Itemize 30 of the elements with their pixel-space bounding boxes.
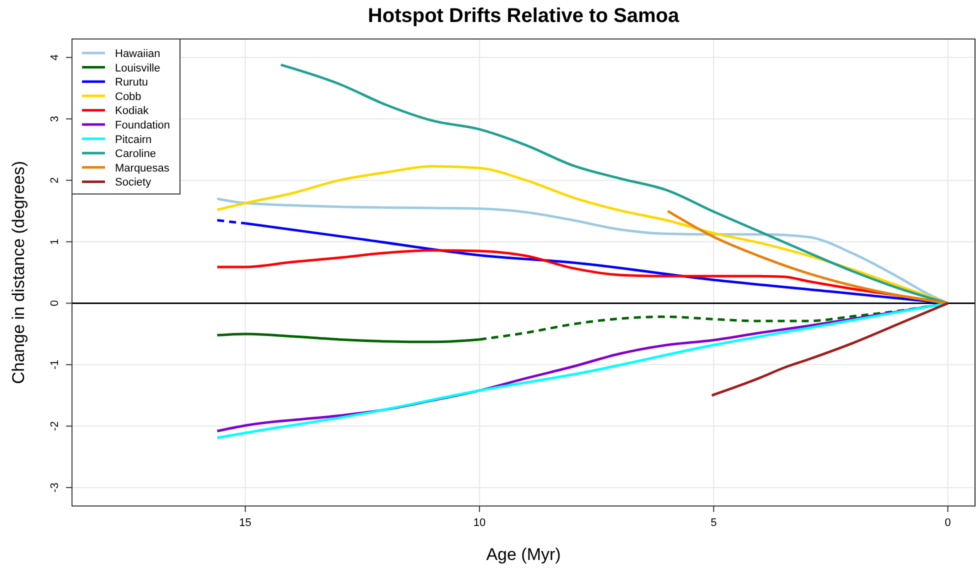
legend-label: Louisville [115, 62, 160, 74]
y-tick-label: -1 [49, 360, 61, 370]
line-series [216, 198, 950, 304]
line-series [280, 64, 950, 304]
line-series [216, 164, 950, 304]
chart-title: Hotspot Drifts Relative to Samoa [368, 5, 680, 27]
line-series [710, 302, 950, 397]
x-axis-title: Age (Myr) [486, 545, 561, 564]
x-tick-label: 0 [944, 517, 951, 529]
y-tick-label: 1 [49, 238, 61, 245]
y-tick-label: 4 [49, 54, 61, 60]
legend-label: Society [115, 176, 152, 189]
x-tick-label: 10 [473, 517, 486, 529]
legend-label: Pitcairn [115, 134, 152, 146]
legend-label: Kodiak [115, 105, 150, 118]
x-tick-label: 5 [710, 517, 717, 529]
y-tick-label: -3 [49, 482, 61, 492]
line-series [666, 210, 950, 304]
y-tick-label: 3 [49, 116, 61, 122]
legend-label: Hawaiian [115, 48, 160, 60]
y-tick-label: 0 [49, 300, 61, 306]
y-axis-title: Change in distance (degrees) [9, 160, 28, 384]
legend-label: Foundation [115, 120, 170, 132]
x-tick-label: 15 [239, 517, 252, 529]
legend-label: Cobb [115, 90, 142, 103]
legend-label: Rurutu [115, 76, 148, 89]
legend-label: Marquesas [115, 162, 170, 174]
y-tick-label: -2 [49, 421, 61, 432]
legend-label: Caroline [115, 148, 156, 160]
y-tick-label: 2 [49, 177, 61, 184]
